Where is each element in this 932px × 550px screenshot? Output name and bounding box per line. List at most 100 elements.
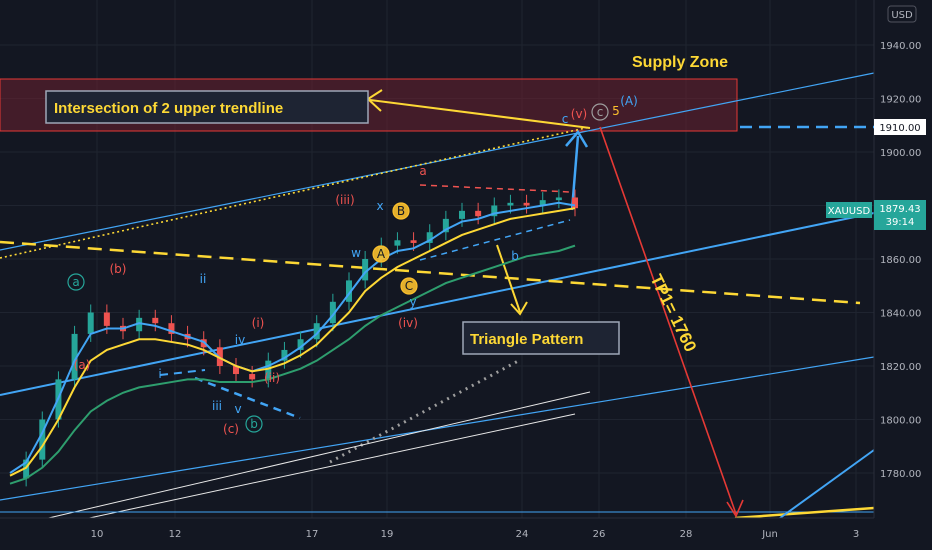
wave-label-circle	[591, 103, 609, 121]
candle-body	[281, 349, 288, 361]
candle-body	[136, 317, 143, 332]
wave-bracket-1	[159, 369, 206, 376]
series-ema-fast	[9, 201, 576, 474]
series-ema-slow	[9, 244, 576, 485]
x-tick-label: 24	[516, 529, 529, 540]
time-axis	[0, 518, 932, 550]
wave-label: (b)	[110, 262, 127, 276]
triangle-lower-line	[419, 219, 571, 261]
intersection-arrow	[369, 99, 591, 129]
wave-label: (v)	[571, 107, 587, 121]
supply-zone-label: Supply Zone	[632, 54, 728, 71]
wave-label: ii	[200, 272, 207, 286]
candle-body	[410, 240, 417, 243]
trendlines	[0, 72, 875, 521]
wave-label: (ii)	[264, 371, 280, 385]
candle-body	[394, 240, 401, 246]
x-tick-label: 3	[853, 529, 859, 540]
level-1910-tag	[874, 119, 926, 135]
wave-label: (A)	[620, 94, 638, 108]
grid	[0, 0, 874, 518]
candle-body	[572, 197, 578, 209]
candle-body	[71, 333, 78, 380]
wave-label: c	[597, 105, 604, 119]
wave-bracket-2	[194, 376, 301, 420]
wave-label: v	[234, 402, 241, 416]
dotted-rising-trendline	[0, 126, 591, 259]
intersection-callout-box	[45, 90, 369, 124]
series-ema-mid	[9, 207, 576, 477]
y-tick-label: 1820.00	[880, 362, 921, 373]
projection-blue-line	[779, 449, 875, 519]
wave-label: (c)	[223, 422, 239, 436]
y-tick-label: 1940.00	[880, 41, 921, 52]
wave-label: b	[250, 417, 258, 431]
x-tick-label: 19	[381, 529, 394, 540]
wave-label: iv	[235, 333, 245, 347]
candle-body	[152, 317, 159, 324]
wave-label: b	[511, 249, 519, 263]
candle-body	[329, 301, 336, 324]
candle-body	[39, 419, 46, 460]
y-tick-label: 1860.00	[880, 255, 921, 266]
candle-body	[233, 366, 239, 375]
wave-label: c	[562, 112, 569, 126]
candle-body	[523, 202, 530, 206]
y-tick-label: 1900.00	[880, 148, 921, 159]
y-tick-label: 1780.00	[880, 469, 921, 480]
candle-body	[362, 259, 369, 281]
wave-label-circle	[372, 245, 390, 263]
wave-label: x	[376, 199, 383, 213]
target-yellow-line	[734, 506, 875, 520]
currency-badge-box[interactable]	[887, 5, 917, 23]
wave-label: (iv)	[398, 316, 418, 330]
current-price-label: 1879.43	[879, 204, 920, 215]
wave-label-circle	[392, 202, 410, 220]
x-tick-label: 12	[169, 529, 182, 540]
wave-projection-arrowhead	[565, 129, 589, 148]
wave-label: (a)	[74, 358, 91, 372]
wave-label: iii	[212, 399, 222, 413]
candle-body	[491, 205, 498, 217]
triangle-upper-line	[419, 184, 571, 193]
wave-label: w	[351, 246, 361, 260]
triangle-pointer	[496, 244, 521, 313]
symbol-label: XAUUSD	[828, 206, 871, 217]
candle-body	[249, 374, 256, 380]
target-arrowhead	[726, 499, 744, 518]
candle-body	[265, 360, 272, 380]
current-price-tag	[874, 200, 926, 230]
candle-body	[87, 312, 94, 334]
x-tick-label: 10	[91, 529, 104, 540]
intersection-callout: Intersection of 2 upper trendline	[54, 100, 283, 117]
triangle-pointer-head	[510, 301, 528, 316]
wave-label: a	[72, 275, 79, 289]
candle-body	[539, 200, 546, 206]
upper-channel-line	[0, 72, 875, 251]
price-axis	[874, 0, 932, 550]
x-tick-label: 28	[680, 529, 693, 540]
x-tick-label: 26	[593, 529, 606, 540]
wave-label-circle	[67, 273, 85, 291]
wave-label: i	[158, 367, 161, 381]
wave-label: (i)	[252, 316, 265, 330]
wave-label: B	[397, 204, 405, 218]
wave-label: (iii)	[335, 193, 354, 207]
target-arrow-line	[599, 126, 737, 515]
x-tick-label: Jun	[761, 529, 778, 540]
y-tick-label: 1840.00	[880, 309, 921, 320]
candle-body	[103, 312, 110, 326]
triangle-callout: Triangle Pattern	[470, 331, 583, 348]
x-tick-labels: 10 12 17 19 24 26 28 Jun 3	[91, 529, 860, 540]
candle-body	[346, 280, 352, 302]
wave-label: 5	[612, 104, 620, 118]
y-tick-label: 1920.00	[880, 95, 921, 106]
currency-badge[interactable]: USD	[891, 10, 913, 21]
candle-body	[555, 197, 562, 201]
wave-label: A	[377, 247, 386, 261]
dashed-descending-line	[0, 240, 861, 305]
gray-dotted-line	[329, 358, 521, 464]
x-tick-label: 17	[306, 529, 319, 540]
